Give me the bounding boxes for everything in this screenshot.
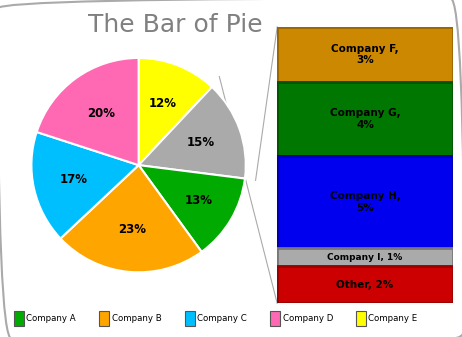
- Text: 20%: 20%: [87, 106, 115, 120]
- Text: 15%: 15%: [187, 136, 215, 149]
- Bar: [277, 267, 453, 303]
- Wedge shape: [31, 132, 139, 239]
- Wedge shape: [139, 87, 246, 179]
- Bar: [277, 82, 453, 156]
- Bar: [277, 156, 453, 248]
- Text: Company I, 1%: Company I, 1%: [328, 253, 402, 262]
- Text: The Bar of Pie: The Bar of Pie: [88, 13, 263, 37]
- Text: Company B: Company B: [112, 314, 162, 323]
- Text: 12%: 12%: [149, 97, 177, 110]
- Text: Company G,
4%: Company G, 4%: [330, 108, 400, 130]
- Text: 23%: 23%: [119, 223, 146, 236]
- Text: Company E: Company E: [368, 314, 418, 323]
- Wedge shape: [139, 165, 245, 252]
- Text: Company A: Company A: [26, 314, 76, 323]
- Text: 13%: 13%: [184, 194, 213, 207]
- Text: Company D: Company D: [283, 314, 333, 323]
- Wedge shape: [61, 165, 201, 272]
- Text: Other, 2%: Other, 2%: [336, 280, 394, 290]
- Text: 17%: 17%: [60, 173, 88, 186]
- Text: Company H,
5%: Company H, 5%: [329, 191, 401, 213]
- Text: Company C: Company C: [197, 314, 247, 323]
- Bar: [277, 27, 453, 82]
- Wedge shape: [139, 58, 212, 165]
- Bar: [277, 248, 453, 267]
- Text: Company F,
3%: Company F, 3%: [331, 44, 399, 65]
- Wedge shape: [36, 58, 139, 165]
